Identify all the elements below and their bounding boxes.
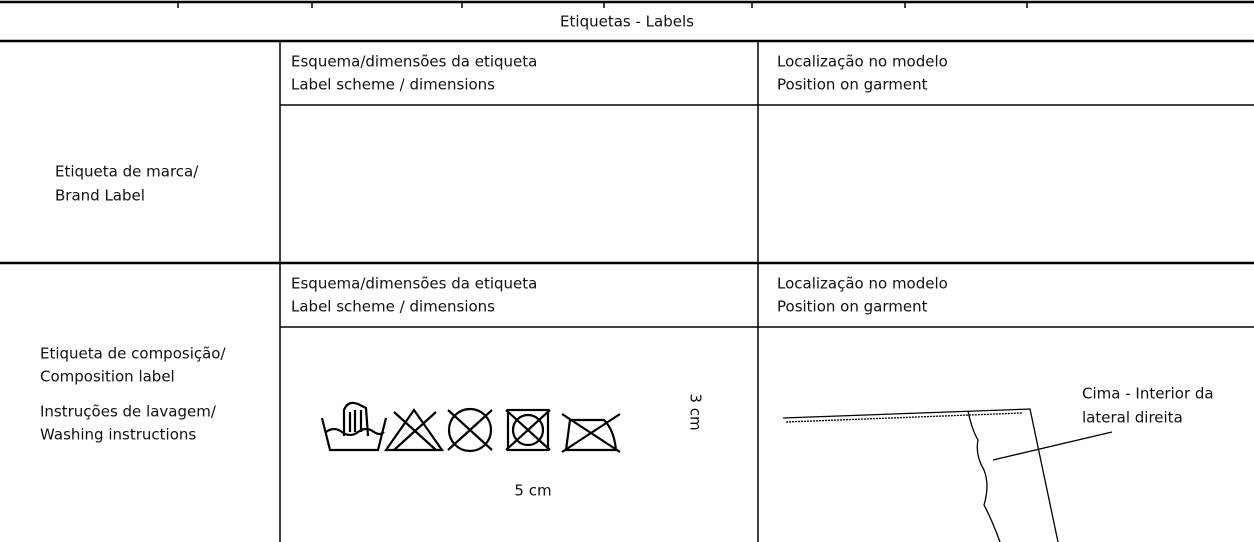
top-ticks [177, 2, 1028, 8]
garment-sketch [782, 408, 1113, 542]
column-header: Esquema/dimensões da etiqueta [291, 53, 537, 71]
row-label: Washing instructions [40, 426, 196, 444]
column-header: Position on garment [777, 298, 928, 316]
position-note: Cima - Interior da [1082, 385, 1214, 403]
column-header: Localização no modelo [777, 275, 948, 293]
column-header: Localização no modelo [777, 53, 948, 71]
row-label: Brand Label [55, 187, 145, 205]
row-label: Instruções de lavagem/ [40, 403, 217, 421]
column-header: Esquema/dimensões da etiqueta [291, 275, 537, 293]
height-label: 3 cm [687, 393, 705, 430]
row-label: Composition label [40, 368, 175, 386]
position-note: lateral direita [1082, 409, 1183, 427]
column-header: Label scheme / dimensions [291, 298, 495, 316]
row-label: Etiqueta de composição/ [40, 345, 226, 363]
column-header: Position on garment [777, 76, 928, 94]
table-title: Etiquetas - Labels [560, 13, 694, 31]
width-label: 5 cm [514, 482, 551, 500]
row-label: Etiqueta de marca/ [55, 163, 199, 181]
care-symbols [320, 401, 621, 453]
column-header: Label scheme / dimensions [291, 76, 495, 94]
